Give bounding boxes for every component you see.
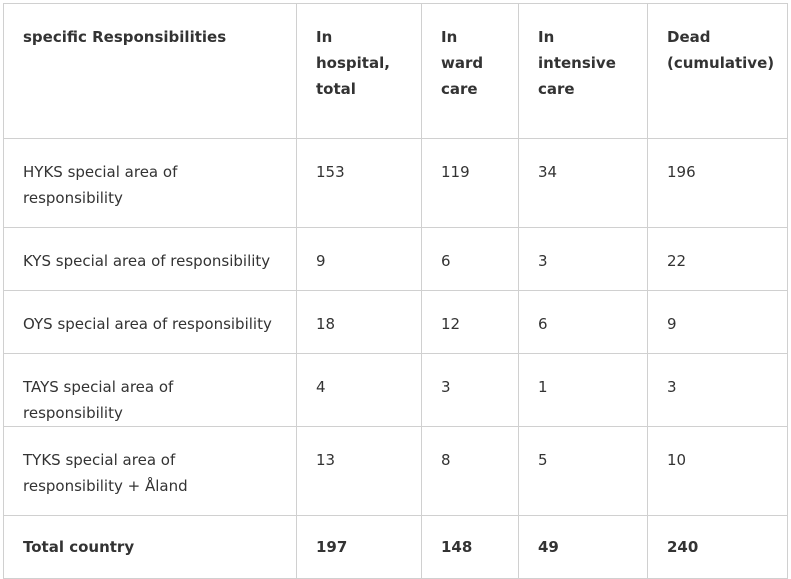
table-row: TYKS special area of responsibility + Ål…: [3, 426, 788, 516]
row-label: TYKS special area of responsibility + Ål…: [3, 426, 297, 516]
total-value: 197: [296, 515, 422, 579]
data-table: specific Responsibilities In hospital, to…: [3, 3, 788, 579]
row-label: HYKS special area of responsibility: [3, 138, 297, 228]
header-cell: Dead (cumulative): [647, 3, 788, 139]
header-cell: In intensive care: [518, 3, 648, 139]
cell-value: 3: [421, 353, 519, 427]
header-cell: In hospital, total: [296, 3, 422, 139]
row-label: TAYS special area of responsibility: [3, 353, 297, 427]
table-row: KYS special area of responsibility 9 6 3 22: [3, 227, 788, 291]
cell-value: 8: [421, 426, 519, 516]
cell-value: 4: [296, 353, 422, 427]
total-row: Total country 197 148 49 240: [3, 515, 788, 579]
table-body: specific Responsibilities In hospital, to…: [3, 3, 788, 579]
cell-value: 6: [421, 227, 519, 291]
total-label: Total country: [3, 515, 297, 579]
cell-value: 34: [518, 138, 648, 228]
header-row: specific Responsibilities In hospital, to…: [3, 3, 788, 139]
cell-value: 196: [647, 138, 788, 228]
cell-value: 22: [647, 227, 788, 291]
total-value: 148: [421, 515, 519, 579]
table-row: TAYS special area of responsibility 4 3 1 3: [3, 353, 788, 427]
cell-value: 13: [296, 426, 422, 516]
row-label: KYS special area of responsibility: [3, 227, 297, 291]
cell-value: 9: [296, 227, 422, 291]
total-value: 49: [518, 515, 648, 579]
cell-value: 10: [647, 426, 788, 516]
cell-value: 153: [296, 138, 422, 228]
cell-value: 18: [296, 290, 422, 354]
cell-value: 5: [518, 426, 648, 516]
header-cell: specific Responsibilities: [3, 3, 297, 139]
table-row: HYKS special area of responsibility 153 11…: [3, 138, 788, 228]
cell-value: 3: [518, 227, 648, 291]
row-label: OYS special area of responsibility: [3, 290, 297, 354]
cell-value: 1: [518, 353, 648, 427]
cell-value: 119: [421, 138, 519, 228]
cell-value: 3: [647, 353, 788, 427]
cell-value: 6: [518, 290, 648, 354]
total-value: 240: [647, 515, 788, 579]
table-row: OYS special area of responsibility 18 12 6 9: [3, 290, 788, 354]
header-cell: In ward care: [421, 3, 519, 139]
cell-value: 9: [647, 290, 788, 354]
cell-value: 12: [421, 290, 519, 354]
